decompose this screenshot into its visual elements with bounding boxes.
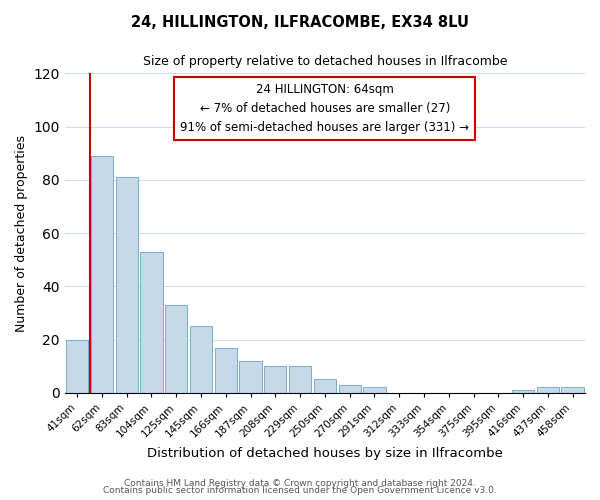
Bar <box>190 326 212 393</box>
Bar <box>116 177 138 393</box>
Bar <box>239 361 262 393</box>
Bar <box>215 348 237 393</box>
Bar <box>165 305 187 393</box>
Bar <box>66 340 88 393</box>
X-axis label: Distribution of detached houses by size in Ilfracombe: Distribution of detached houses by size … <box>147 447 503 460</box>
Bar <box>264 366 286 393</box>
Bar <box>536 388 559 393</box>
Y-axis label: Number of detached properties: Number of detached properties <box>15 134 28 332</box>
Text: 24 HILLINGTON: 64sqm
← 7% of detached houses are smaller (27)
91% of semi-detach: 24 HILLINGTON: 64sqm ← 7% of detached ho… <box>181 83 469 134</box>
Text: 24, HILLINGTON, ILFRACOMBE, EX34 8LU: 24, HILLINGTON, ILFRACOMBE, EX34 8LU <box>131 15 469 30</box>
Bar <box>91 156 113 393</box>
Bar <box>140 252 163 393</box>
Bar <box>363 388 386 393</box>
Bar <box>314 380 336 393</box>
Bar <box>289 366 311 393</box>
Text: Contains HM Land Registry data © Crown copyright and database right 2024.: Contains HM Land Registry data © Crown c… <box>124 478 476 488</box>
Bar <box>512 390 534 393</box>
Bar <box>562 388 584 393</box>
Text: Contains public sector information licensed under the Open Government Licence v3: Contains public sector information licen… <box>103 486 497 495</box>
Title: Size of property relative to detached houses in Ilfracombe: Size of property relative to detached ho… <box>143 55 507 68</box>
Bar <box>338 385 361 393</box>
